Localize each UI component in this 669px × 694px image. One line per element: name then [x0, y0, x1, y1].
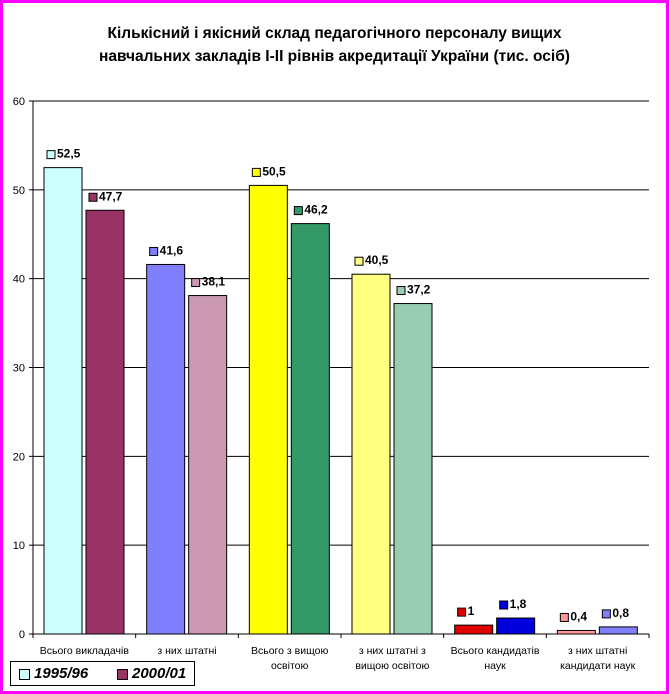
category-label: з них штатні	[568, 645, 627, 657]
data-label: 40,5	[365, 253, 389, 267]
data-label-marker	[46, 150, 56, 160]
data-label: 1,8	[510, 597, 527, 611]
category-label: Всього з вищою	[251, 645, 328, 657]
legend-swatch-2000-01	[117, 669, 128, 680]
data-label: 0,8	[612, 606, 629, 620]
bar	[598, 626, 638, 635]
legend-swatch-1995-96	[19, 669, 30, 680]
category-label: Всього кандидатів	[451, 645, 540, 657]
category-label: освітою	[271, 660, 309, 672]
data-label: 37,2	[407, 283, 431, 297]
legend-label-1995-96: 1995/96	[34, 665, 89, 682]
y-tick-label: 60	[13, 96, 25, 108]
y-tick-label: 30	[13, 363, 25, 375]
bar	[85, 209, 125, 635]
category-label: Всього викладачів	[40, 645, 130, 657]
category-label: з них штатні	[157, 645, 216, 657]
data-label: 38,1	[202, 275, 226, 289]
bar	[290, 223, 330, 635]
data-label: 50,5	[262, 164, 286, 178]
data-label-marker	[354, 256, 364, 266]
data-label-marker	[559, 612, 569, 622]
data-label: 41,6	[160, 243, 184, 257]
data-label-marker	[293, 206, 303, 216]
bar	[556, 629, 596, 635]
bar	[496, 617, 536, 635]
category-label: наук	[484, 660, 506, 672]
bar	[454, 624, 494, 635]
data-label-marker	[251, 167, 261, 177]
data-label-marker	[499, 600, 509, 610]
legend: 1995/96 2000/01	[10, 661, 195, 686]
chart-title: Кількісний і якісний склад педагогічного…	[0, 22, 669, 68]
data-label-marker	[149, 246, 159, 256]
data-label: 1	[468, 604, 475, 618]
category-label: кандидати наук	[560, 660, 636, 672]
y-tick-label: 50	[13, 185, 25, 197]
data-label-marker	[88, 192, 98, 202]
data-label: 0,4	[570, 609, 587, 623]
y-tick-label: 0	[19, 629, 25, 641]
bar	[43, 167, 83, 635]
chart-title-line-2: навчальних закладів І-ІІ рівнів акредита…	[99, 48, 570, 65]
data-label: 46,2	[304, 203, 328, 217]
category-label: з них штатні з	[359, 645, 426, 657]
chart-title-line-1: Кількісний і якісний склад педагогічного…	[107, 25, 562, 42]
bar	[248, 184, 288, 635]
data-label: 47,7	[99, 189, 123, 203]
bar	[351, 273, 391, 635]
y-tick-label: 20	[13, 451, 25, 463]
data-label: 52,5	[57, 147, 81, 161]
y-tick-label: 10	[13, 540, 25, 552]
data-label-marker	[457, 607, 467, 617]
data-label-marker	[396, 286, 406, 296]
bar	[188, 295, 228, 635]
legend-label-2000-01: 2000/01	[132, 665, 187, 682]
data-label-marker	[191, 278, 201, 288]
bar	[146, 263, 186, 635]
bar	[393, 303, 433, 635]
y-tick-label: 40	[13, 274, 25, 286]
data-label-marker	[601, 609, 611, 619]
category-label: вищою освітою	[355, 660, 429, 672]
